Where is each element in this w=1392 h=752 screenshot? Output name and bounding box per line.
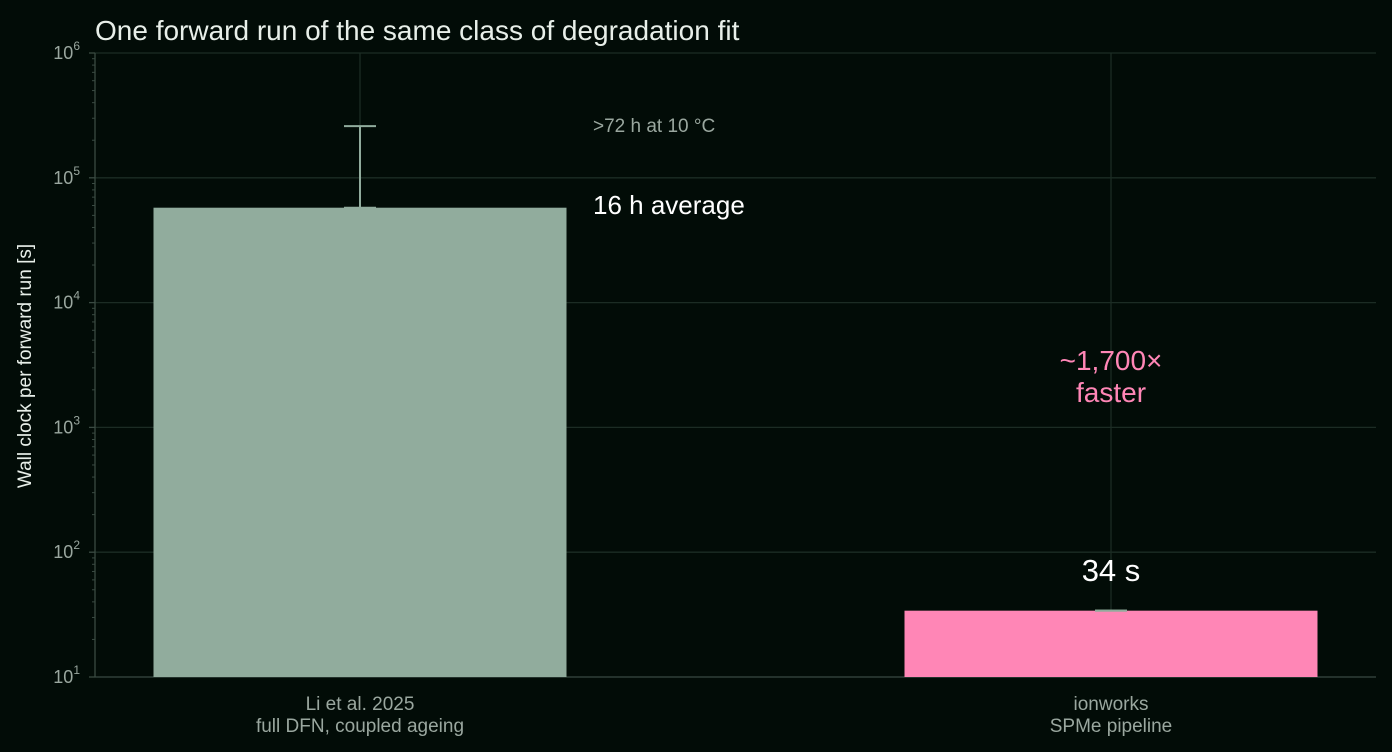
y-tick-label: 106 (53, 39, 80, 63)
x-axis-category-labels: Li et al. 2025 full DFN, coupled ageing … (256, 694, 1172, 737)
speedup-annotation-line2: faster (1076, 377, 1146, 408)
bar-value-label: 16 h average (593, 190, 745, 220)
category-label-line2: SPMe pipeline (1050, 716, 1173, 737)
category-label-line1: ionworks (1074, 694, 1149, 715)
category-label-line2: full DFN, coupled ageing (256, 716, 464, 737)
bar (904, 610, 1318, 677)
speedup-annotation-line1: ~1,700× (1060, 345, 1163, 376)
annotations: >72 h at 10 °C 16 h average 34 s ~1,700×… (593, 116, 1162, 588)
bars (153, 125, 1318, 677)
category-label-line1: Li et al. 2025 (306, 694, 415, 715)
y-tick-label: 101 (53, 663, 80, 687)
chart-title: One forward run of the same class of deg… (95, 15, 740, 46)
y-tick-label: 103 (53, 413, 80, 437)
bar-value-label: 34 s (1082, 553, 1141, 588)
y-tick-label: 105 (53, 164, 80, 188)
y-axis-ticks: 101 102 103 104 105 106 (53, 39, 95, 687)
y-tick-label: 104 (53, 289, 80, 313)
y-tick-label: 102 (53, 538, 80, 562)
error-bar-label: >72 h at 10 °C (593, 116, 715, 137)
bar (153, 207, 567, 677)
y-axis-label: Wall clock per forward run [s] (15, 244, 36, 488)
